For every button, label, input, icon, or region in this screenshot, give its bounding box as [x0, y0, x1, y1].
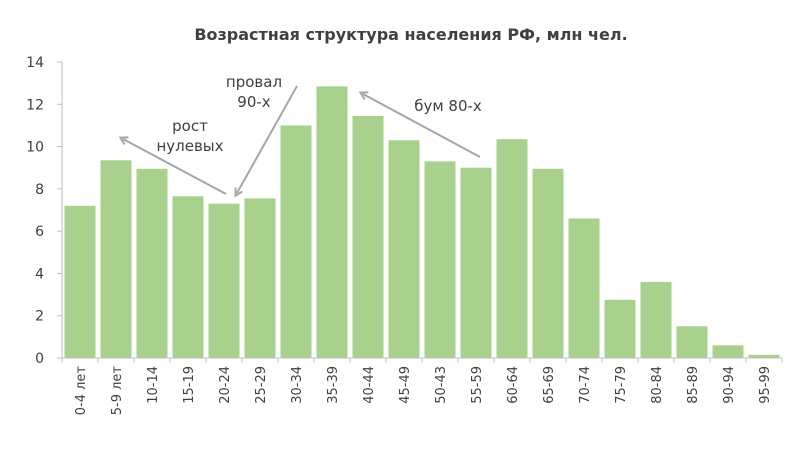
bars-group: [64, 86, 780, 359]
x-tick-label: 60-64: [506, 366, 521, 404]
annotation-text-line: рост: [172, 117, 208, 135]
x-tick-label: 30-34: [290, 366, 305, 404]
x-tick-label: 0-4 лет: [74, 366, 89, 416]
bar-15-19: [172, 196, 204, 358]
x-tick-label: 35-39: [326, 366, 341, 404]
arrow-to-20-24: [237, 85, 298, 193]
annotation-text-line: бум 80-х: [414, 97, 482, 115]
bar-20-24: [208, 203, 240, 358]
bar-55-59: [460, 167, 492, 358]
x-tick-label: 10-14: [146, 366, 161, 404]
y-tick-label: 8: [35, 182, 44, 198]
annotation-text-line: провал: [226, 73, 282, 91]
bar-95-99: [748, 354, 780, 358]
x-tick-label: 80-84: [650, 366, 665, 404]
annotation-text-line: нулевых: [156, 137, 223, 155]
annotation-rost-nulevykh: рост нулевых: [123, 117, 227, 195]
y-tick-label: 0: [35, 351, 44, 367]
y-axis: 0 2 4 6 8 10 12 14: [26, 55, 62, 367]
bar-0-4 лет: [64, 205, 96, 358]
x-tick-label: 40-44: [362, 366, 377, 404]
bar-5-9 лет: [100, 160, 132, 358]
bar-75-79: [604, 299, 636, 358]
bar-50-43: [424, 161, 456, 358]
bar-85-89: [676, 326, 708, 358]
arrow-to-35-39: [363, 94, 481, 158]
x-tick-label: 95-99: [758, 366, 773, 404]
bar-70-74: [568, 218, 600, 358]
bar-45-49: [388, 140, 420, 358]
x-tick-label: 90-94: [722, 366, 737, 404]
annotation-proval-90kh: провал 90-х: [226, 73, 298, 193]
y-tick-label: 4: [35, 266, 44, 282]
y-tick-label: 2: [35, 309, 44, 325]
bar-10-14: [136, 168, 168, 358]
y-tick-label: 14: [26, 55, 44, 71]
arrow-to-5-9: [123, 139, 227, 195]
x-tick-label: 20-24: [218, 366, 233, 404]
x-tick-label: 55-59: [470, 366, 485, 404]
x-tick-label: 75-79: [614, 366, 629, 404]
bar-25-29: [244, 198, 276, 358]
bar-65-69: [532, 168, 564, 358]
bar-60-64: [496, 139, 528, 358]
bar-40-44: [352, 115, 384, 359]
x-tick-label: 5-9 лет: [110, 366, 125, 416]
y-tick-label: 12: [26, 97, 44, 113]
bar-35-39: [316, 86, 348, 359]
y-tick-label: 6: [35, 224, 44, 240]
bar-90-94: [712, 345, 744, 358]
x-tick-label: 85-89: [686, 366, 701, 404]
x-tick-label: 15-19: [182, 366, 197, 404]
chart-title: Возрастная структура населения РФ, млн ч…: [194, 25, 627, 44]
x-tick-label: 25-29: [254, 366, 269, 404]
bar-80-84: [640, 281, 672, 358]
annotation-bum-80kh: бум 80-х: [363, 94, 482, 158]
x-tick-label: 65-69: [542, 366, 557, 404]
x-tick-label: 70-74: [578, 366, 593, 404]
annotation-text-line: 90-х: [237, 93, 270, 111]
x-tick-label: 50-43: [434, 366, 449, 404]
bar-30-34: [280, 125, 312, 358]
y-tick-label: 10: [26, 140, 44, 156]
x-tick-label: 45-49: [398, 366, 413, 404]
x-axis: 0-4 лет 5-9 лет 10-14 15-19 20-24 25-29 30-34 3…: [61, 358, 783, 416]
